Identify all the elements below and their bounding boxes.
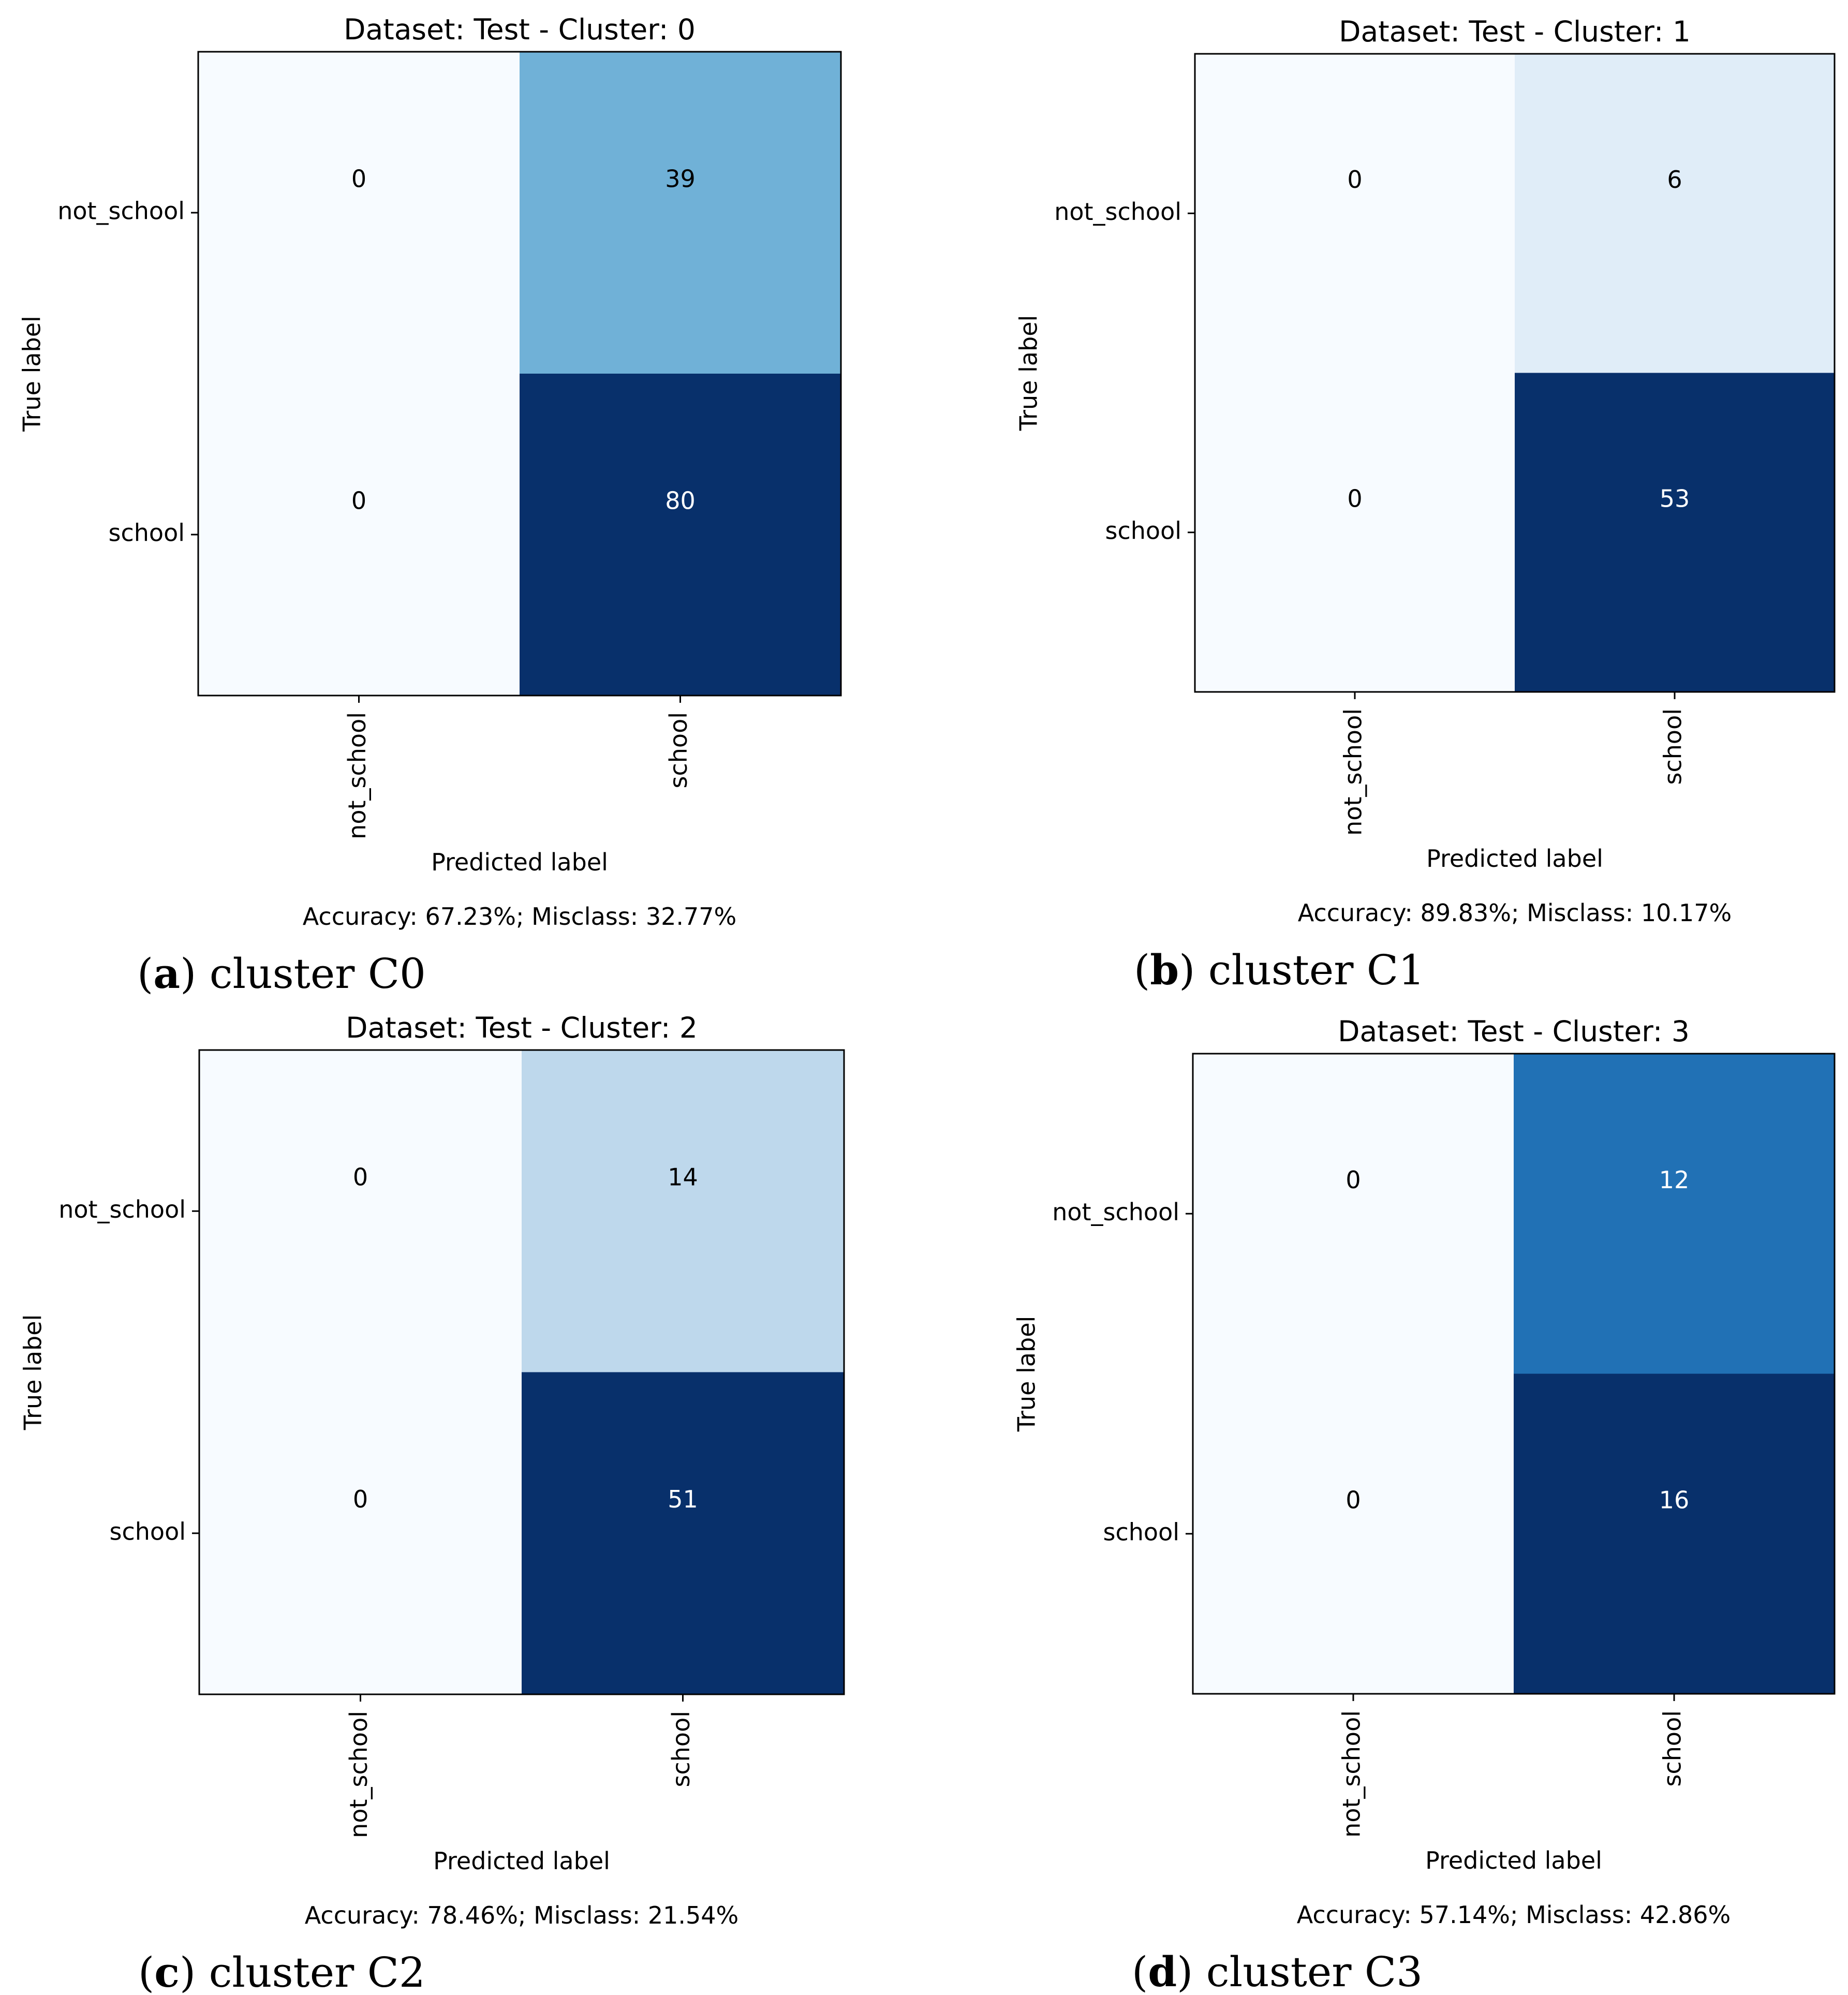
cell-value-label: 6 <box>1667 166 1682 194</box>
y-axis-label: True label <box>19 1314 47 1431</box>
cell-value-label: 0 <box>1347 166 1362 194</box>
x-tick-label: school <box>1659 1710 1687 1786</box>
x-axis-label: Predicted label <box>1426 845 1603 873</box>
accuracy-summary: Accuracy: 57.14%; Misclass: 42.86% <box>1297 1901 1731 1929</box>
panel-caption: (d) cluster C3 <box>1132 1947 1423 1995</box>
cell-value-label: 0 <box>1347 485 1362 513</box>
y-tick-label: school <box>109 519 185 547</box>
chart-title: Dataset: Test - Cluster: 0 <box>344 13 696 46</box>
plot-frame <box>1192 1053 1836 1695</box>
cell-value-label: 0 <box>353 1485 368 1513</box>
cell-value-label: 0 <box>353 1163 368 1191</box>
y-tick-label: not_school <box>58 1195 186 1223</box>
matrix-cell <box>1515 373 1835 692</box>
chart-title: Dataset: Test - Cluster: 1 <box>1339 15 1691 48</box>
matrix-cell <box>1514 1373 1835 1694</box>
x-tick-label: not_school <box>1339 708 1367 836</box>
panel-caption: (a) cluster C0 <box>137 949 426 998</box>
caption-text: cluster C2 <box>209 1948 425 1995</box>
cell-value-label: 14 <box>668 1163 698 1191</box>
panel-caption: (b) cluster C1 <box>1134 945 1425 994</box>
matrix-cell <box>198 374 520 696</box>
cell-value-label: 51 <box>668 1485 698 1513</box>
caption-letter: c <box>154 1948 180 1995</box>
caption-letter: d <box>1148 1947 1177 1995</box>
cell-value-label: 80 <box>665 486 696 514</box>
matrix-cell <box>1193 1373 1514 1694</box>
x-axis-label: Predicted label <box>433 1847 610 1875</box>
x-tick-label: school <box>1659 708 1687 785</box>
caption-open-paren: ( <box>137 950 153 998</box>
cell-value-label: 16 <box>1659 1486 1690 1514</box>
caption-close-paren: ) <box>180 1948 209 1995</box>
cell-value-label: 0 <box>351 165 366 193</box>
y-axis-label: True label <box>1015 315 1043 432</box>
caption-open-paren: ( <box>1132 1948 1148 1995</box>
y-axis-label: True label <box>18 316 46 432</box>
matrix-cell <box>522 1050 845 1373</box>
matrix-cell <box>1195 373 1515 692</box>
matrix-cell <box>520 374 841 696</box>
cell-value-label: 0 <box>1346 1166 1361 1194</box>
caption-open-paren: ( <box>1134 946 1150 994</box>
x-tick-label: not_school <box>1338 1710 1366 1838</box>
y-tick-label: school <box>1103 1518 1179 1546</box>
y-tick-label: school <box>110 1517 186 1545</box>
matrix-cell <box>199 1372 522 1695</box>
caption-open-paren: ( <box>138 1948 154 1995</box>
cell-value-label: 0 <box>351 486 366 514</box>
caption-text: cluster C1 <box>1208 946 1425 994</box>
x-tick-label: school <box>667 1711 695 1787</box>
matrix-cell <box>522 1372 845 1695</box>
matrix-cell <box>199 1050 522 1373</box>
x-axis-label: Predicted label <box>431 848 608 876</box>
x-axis-label: Predicted label <box>1425 1846 1602 1874</box>
cell-value-label: 53 <box>1660 485 1690 513</box>
caption-close-paren: ) <box>180 950 210 998</box>
chart-title: Dataset: Test - Cluster: 2 <box>346 1011 698 1044</box>
confusion-matrix-panel-3: Dataset: Test - Cluster: 3 0 12 0 16 not_scho… <box>1013 1015 1836 1995</box>
caption-letter: a <box>153 949 180 998</box>
y-tick-label: school <box>1105 516 1181 544</box>
caption-letter: b <box>1150 945 1179 994</box>
x-tick-label: school <box>664 712 692 788</box>
plot-frame <box>198 1049 845 1695</box>
panel-caption: (c) cluster C2 <box>138 1948 425 1995</box>
matrix-cell <box>1193 1054 1514 1375</box>
caption-text: cluster C3 <box>1206 1948 1423 1995</box>
accuracy-summary: Accuracy: 67.23%; Misclass: 32.77% <box>303 903 736 930</box>
accuracy-summary: Accuracy: 78.46%; Misclass: 21.54% <box>305 1901 738 1929</box>
caption-text: cluster C0 <box>210 950 426 998</box>
chart-title: Dataset: Test - Cluster: 3 <box>1338 1015 1690 1048</box>
y-tick-label: not_school <box>57 197 185 225</box>
matrix-cell <box>1514 1054 1835 1375</box>
caption-close-paren: ) <box>1179 946 1208 994</box>
cell-value-label: 12 <box>1659 1166 1690 1194</box>
y-tick-label: not_school <box>1052 1198 1179 1226</box>
confusion-matrix-panel-1: Dataset: Test - Cluster: 1 0 6 0 53 not_schoo… <box>1015 15 1836 994</box>
plot-frame <box>1194 53 1836 693</box>
cell-value-label: 39 <box>665 165 696 193</box>
x-tick-label: not_school <box>343 712 371 839</box>
cell-value-label: 0 <box>1346 1486 1361 1514</box>
x-tick-label: not_school <box>345 1711 373 1838</box>
accuracy-summary: Accuracy: 89.83%; Misclass: 10.17% <box>1298 899 1732 927</box>
confusion-matrix-panel-0: Dataset: Test - Cluster: 0 0 39 0 80 not_scho… <box>18 13 842 998</box>
plot-frame <box>197 51 842 697</box>
y-axis-label: True label <box>1013 1316 1041 1432</box>
matrix-cell <box>1195 54 1515 374</box>
caption-close-paren: ) <box>1177 1948 1206 1995</box>
matrix-cell <box>520 52 841 374</box>
confusion-matrix-panel-2: Dataset: Test - Cluster: 2 0 14 0 51 not_scho… <box>19 1011 845 1995</box>
matrix-cell <box>198 52 520 374</box>
y-tick-label: not_school <box>1054 198 1181 226</box>
matrix-cell <box>1515 54 1835 374</box>
